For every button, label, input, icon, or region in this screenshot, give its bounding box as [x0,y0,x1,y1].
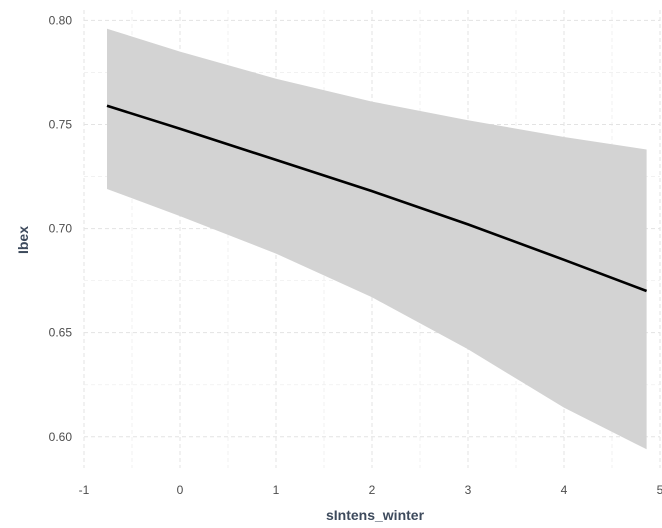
x-axis-title: sIntens_winter [326,507,425,523]
x-tick-label-6: 5 [657,483,662,497]
x-tick-label-1: 0 [177,483,184,497]
y-tick-label-4: 0.80 [49,13,73,27]
tick-label-layer: -1 0 1 2 3 4 5 0.60 0.65 0.70 0.75 0.80 [49,13,662,497]
y-tick-label-0: 0.60 [49,430,73,444]
x-tick-label-5: 4 [561,483,568,497]
x-tick-label-4: 3 [465,483,472,497]
x-tick-label-0: -1 [79,483,90,497]
fit-line-0 [106,104,648,293]
y-tick-label-2: 0.70 [49,222,73,236]
y-tick-label-3: 0.75 [49,118,73,132]
y-axis-title: Ibex [15,226,31,254]
x-tick-label-3: 2 [369,483,376,497]
y-tick-label-1: 0.65 [49,326,73,340]
confidence-band-layer [107,28,647,450]
fit-line-layer [106,104,648,293]
confidence-band-0 [107,28,647,450]
x-tick-label-2: 1 [273,483,280,497]
